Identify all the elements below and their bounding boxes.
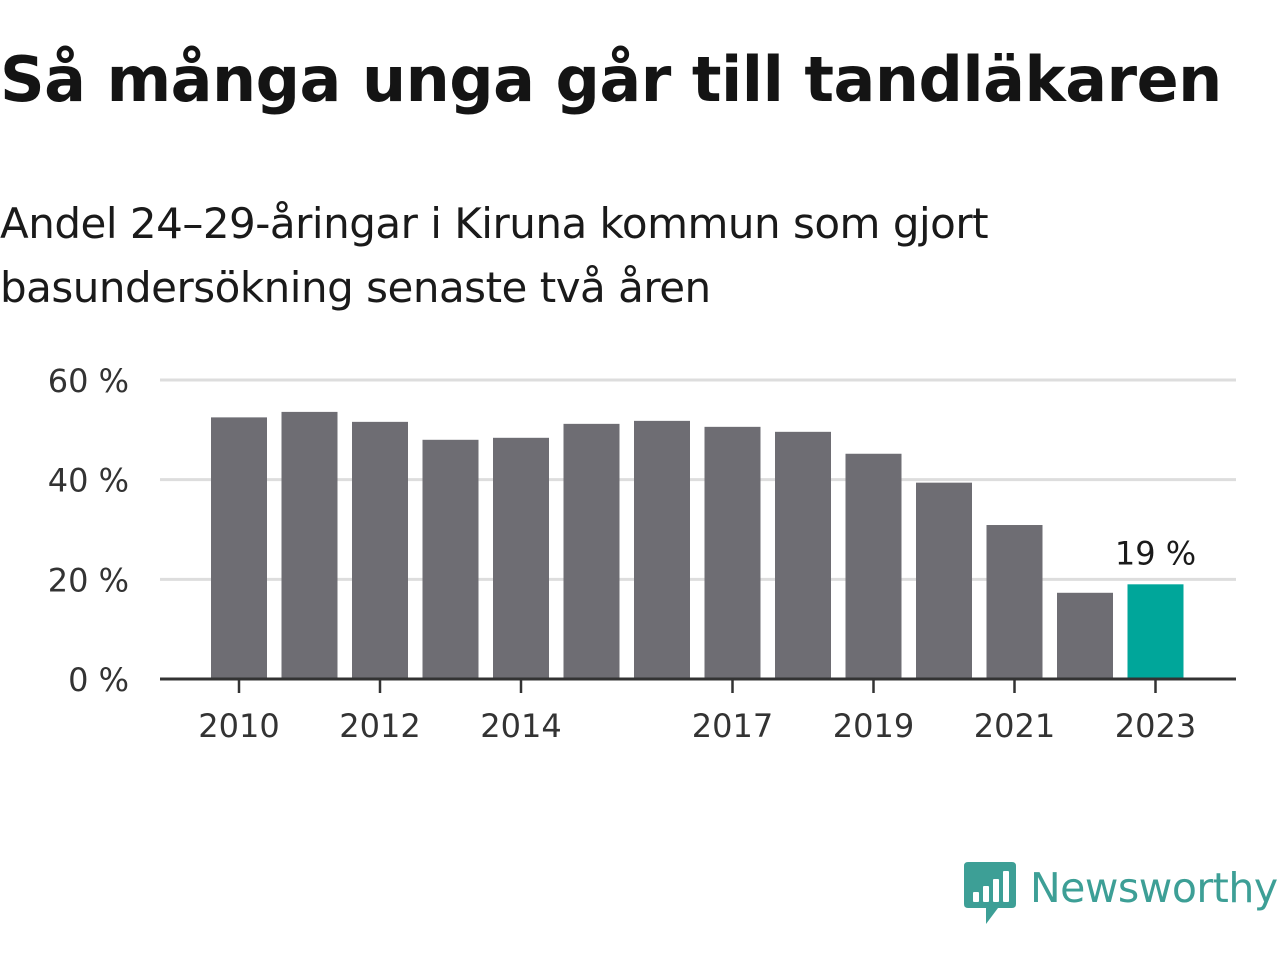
x-tick-label: 2021 [974,707,1055,745]
x-tick-label: 2019 [833,707,914,745]
y-tick-label: 0 % [68,661,129,699]
bar [634,420,690,679]
bars [211,411,1184,679]
x-axis [160,677,1236,693]
x-tick-label: 2010 [198,707,279,745]
x-tick-label: 2017 [692,707,773,745]
bar [352,421,408,679]
x-tick-label: 2012 [339,707,420,745]
data-label-2023: 19 % [1115,534,1196,572]
bar [916,482,972,679]
bar [563,423,620,679]
chart-title: Så många unga går till tandläkaren [0,43,1222,116]
bar [986,525,1043,679]
bar [775,431,831,679]
bar [704,426,761,679]
y-tick-label: 40 % [48,462,129,500]
bar [211,417,267,679]
bar-highlight [1127,584,1184,679]
y-tick-label: 60 % [48,362,129,400]
y-tick-label: 20 % [48,561,129,599]
brand-name: Newsworthy [1030,864,1278,912]
bar [281,411,338,679]
bar [422,439,479,679]
chart-subtitle: Andel 24–29-åringar i Kiruna kommun som … [0,199,989,312]
x-tick-label: 2014 [480,707,561,745]
bar [493,437,549,679]
newsworthy-brand: Newsworthy [964,862,1278,928]
data-labels: 19 % [1115,534,1196,572]
bar [1057,592,1113,679]
y-axis-tick-labels: 0 % 20 % 40 % 60 % [48,362,129,699]
x-tick-label: 2023 [1115,707,1196,745]
newsworthy-logo-icon [964,862,1016,924]
x-axis-tick-labels: 2010 2012 2014 2017 2019 2021 2023 [198,707,1196,745]
bar [845,453,902,679]
gridlines [160,378,1236,581]
